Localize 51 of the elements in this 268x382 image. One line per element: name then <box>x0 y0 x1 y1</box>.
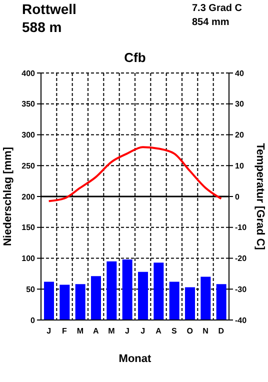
bar <box>169 282 180 320</box>
x-tick-label: A <box>92 326 99 336</box>
x-tick-label: J <box>46 326 52 336</box>
y2-axis-title: Temperatur [Grad C] <box>254 143 266 250</box>
y2-tick-label: 10 <box>235 161 244 170</box>
bar <box>44 282 54 320</box>
y-tick-label: 250 <box>22 161 36 170</box>
x-axis-title: Monat <box>118 353 152 365</box>
bar <box>216 284 226 320</box>
bar <box>154 262 164 320</box>
bar <box>138 272 148 320</box>
bar <box>185 287 195 320</box>
y2-tick-label: 0 <box>235 192 240 202</box>
bar <box>91 276 101 320</box>
y2-tick-label: -30 <box>235 284 248 294</box>
text: Rottwell <box>22 1 76 17</box>
x-tick-label: N <box>202 326 209 336</box>
y-tick-label: 50 <box>26 284 36 294</box>
y2-tick-label: -20 <box>235 254 248 264</box>
x-tick-label: S <box>171 326 178 336</box>
y-tick-label: 200 <box>22 192 36 202</box>
bar <box>60 284 70 320</box>
x-tick-label: D <box>218 326 224 336</box>
y-tick-label: 150 <box>22 223 36 232</box>
text: 588 m <box>22 19 62 35</box>
x-tick-label: J <box>140 326 146 336</box>
y2-tick-label: 30 <box>235 100 244 109</box>
y2-tick-label: 20 <box>235 130 244 140</box>
x-tick-label: J <box>124 326 130 336</box>
line-series <box>48 146 222 202</box>
y-tick-label: 350 <box>22 100 36 109</box>
y-tick-label: 0 <box>30 316 36 325</box>
chart-title: Cfb <box>123 50 147 65</box>
y-tick-label: 100 <box>22 254 36 264</box>
bar <box>75 284 86 320</box>
text: 7.3 Grad C <box>192 3 242 14</box>
x-tick-label: O <box>186 326 193 336</box>
y2-tick-label: 40 <box>235 68 244 78</box>
bar <box>106 261 117 320</box>
x-tick-label: F <box>62 326 68 336</box>
x-tick-label: M <box>108 326 116 336</box>
y-tick-label: 400 <box>22 68 36 78</box>
bar <box>122 259 132 320</box>
text: 854 mm <box>192 17 230 28</box>
bar <box>200 276 211 320</box>
y-tick-label: 300 <box>22 130 36 140</box>
x-tick-label: A <box>156 326 162 336</box>
x-tick-label: M <box>76 326 84 336</box>
y-axis-title: Niederschlag [mm] <box>2 146 14 246</box>
y2-tick-label: -40 <box>235 316 248 325</box>
y2-tick-label: -10 <box>235 223 248 232</box>
